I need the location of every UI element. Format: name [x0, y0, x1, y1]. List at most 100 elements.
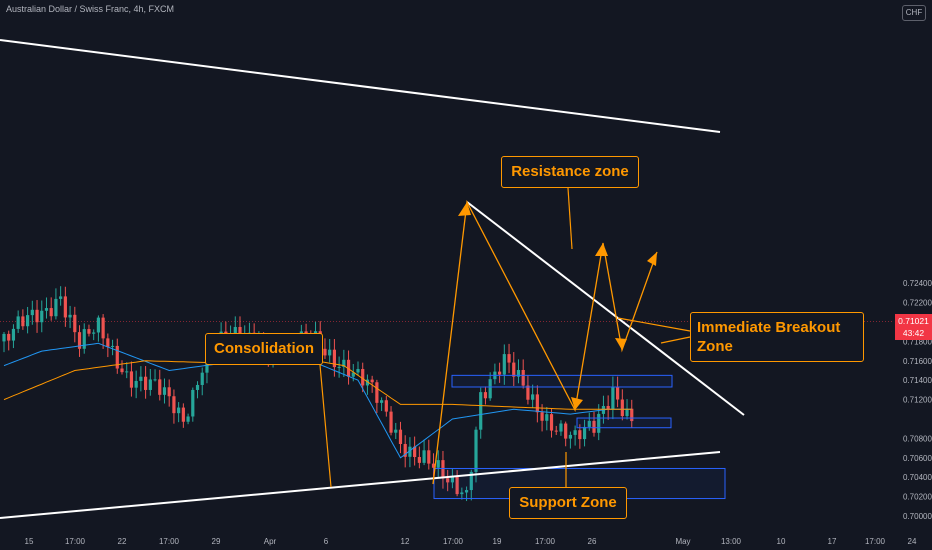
breakout-leader	[617, 317, 691, 344]
candle-body	[587, 420, 591, 427]
resistance-zone-box	[451, 374, 673, 388]
time-tick-label: 12	[401, 537, 410, 546]
candle-body	[559, 423, 563, 432]
candle-body	[375, 382, 379, 403]
candle-body	[68, 314, 72, 318]
current-price-badge: 0.71021 43:42	[895, 314, 932, 340]
candle-body	[441, 460, 445, 479]
candle-body	[125, 371, 129, 373]
price-tick-label: 0.71400	[903, 376, 932, 385]
price-tick-label: 0.72200	[903, 299, 932, 308]
candle-body	[455, 476, 459, 495]
candle-body	[535, 394, 539, 413]
candle-body	[474, 429, 478, 472]
candle-body	[606, 405, 610, 410]
candle-body	[516, 369, 521, 377]
price-tick-label: 0.71800	[903, 337, 932, 346]
candle-body	[35, 309, 39, 323]
candle-body	[361, 368, 365, 386]
candle-body	[554, 430, 558, 432]
candle-body	[521, 369, 525, 386]
candle-body	[323, 348, 327, 356]
price-tick-label: 0.70800	[903, 434, 932, 443]
candle-body	[54, 298, 58, 317]
time-tick-label: May	[675, 537, 690, 546]
time-tick-label: 26	[588, 537, 597, 546]
candle-body	[370, 379, 374, 383]
candle-body	[63, 296, 67, 318]
candle-body	[332, 349, 336, 368]
candle-body	[181, 407, 185, 422]
candle-body	[365, 379, 370, 386]
zigzag-arrowhead	[571, 397, 583, 410]
currency-badge[interactable]: CHF	[902, 5, 926, 21]
zigzag-arrowhead	[458, 202, 471, 216]
candle-body	[427, 450, 431, 464]
candle-body	[162, 387, 167, 395]
candle-body	[403, 444, 407, 457]
candle-body	[422, 450, 426, 463]
candle-body	[233, 327, 237, 336]
candle-body	[450, 476, 454, 483]
candle-body	[479, 392, 483, 430]
candle-body	[483, 392, 488, 399]
candle-body	[526, 385, 530, 400]
candle-body	[568, 434, 572, 439]
price-tick-label: 0.71200	[903, 396, 932, 405]
time-tick-label: 24	[908, 537, 917, 546]
time-tick-label: 17:00	[443, 537, 464, 546]
candle-body	[512, 362, 516, 377]
candle-body	[158, 379, 162, 395]
candle-body	[464, 490, 469, 493]
time-tick-label: Apr	[264, 537, 277, 546]
price-tick-label: 0.72400	[903, 279, 932, 288]
time-tick-label: 10	[777, 537, 786, 546]
zigzag-projection	[432, 199, 658, 485]
candle-body	[342, 359, 346, 367]
resistance-leader	[567, 187, 573, 250]
candle-body	[625, 408, 629, 417]
time-axis[interactable]: 15 17:00 22 17:00 29 Apr 6 12 17:00 19 17:00 26 May 1…	[25, 537, 917, 546]
candle-body	[101, 317, 105, 339]
candle-body	[82, 329, 86, 349]
candle-body	[92, 332, 96, 334]
candle-body	[616, 387, 620, 400]
candle-body	[153, 379, 157, 381]
candle-body	[106, 338, 110, 347]
candle-body	[394, 429, 398, 433]
candle-body	[356, 368, 360, 373]
candle-body	[380, 400, 384, 403]
candle-body	[498, 371, 502, 375]
candle-body	[417, 457, 421, 463]
candle-body	[73, 314, 77, 333]
candle-body	[337, 366, 341, 368]
chart-title: Australian Dollar / Swiss Franc, 4h, FXC…	[6, 4, 175, 14]
candle-body	[49, 308, 53, 317]
candle-body	[186, 416, 190, 422]
candle-body	[469, 471, 473, 491]
candle-body	[148, 379, 152, 390]
candle-body	[26, 315, 30, 327]
callout-leaders-group	[319, 187, 691, 488]
candle-body	[96, 317, 100, 333]
candle-body	[59, 296, 63, 299]
candle-body	[384, 400, 388, 412]
candle-body	[408, 446, 412, 457]
candle-body	[87, 329, 91, 334]
zigzag-arrowhead	[595, 243, 608, 256]
candle-body	[413, 446, 417, 458]
candle-body	[134, 380, 138, 388]
candle-body	[582, 426, 587, 440]
candle-body	[592, 420, 596, 433]
time-tick-label: 17	[828, 537, 837, 546]
candles-group	[2, 286, 634, 502]
candle-body	[200, 372, 204, 385]
breakout-zone-label: Immediate Breakout Zone	[690, 312, 864, 362]
consolidation-leader	[319, 364, 332, 488]
candle-body	[144, 376, 148, 390]
breakout-zone-box	[576, 417, 672, 429]
candle-body	[139, 376, 143, 381]
candle-body	[611, 387, 615, 410]
candle-body	[351, 372, 355, 377]
